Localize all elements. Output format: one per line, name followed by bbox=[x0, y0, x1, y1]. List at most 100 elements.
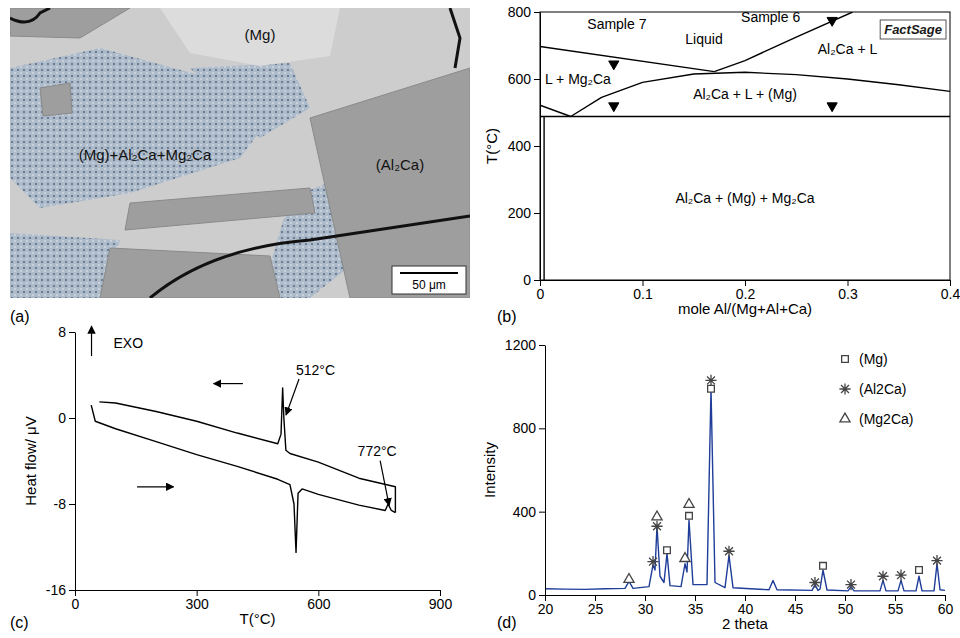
panel: 00.10.20.30.40200400600800mole Al/(Mg+Al… bbox=[483, 4, 960, 317]
tick-label: -16 bbox=[46, 582, 66, 598]
y-axis-line bbox=[75, 333, 76, 591]
data-line bbox=[540, 105, 571, 116]
x-axis-title: 2 theta bbox=[722, 615, 769, 632]
tick-label: 30 bbox=[638, 601, 654, 617]
logo-text: FactSage bbox=[884, 22, 942, 37]
tick-label: 1200 bbox=[505, 337, 536, 353]
data-point bbox=[680, 553, 690, 562]
y-axis: 04008001200 bbox=[505, 337, 546, 603]
data-point bbox=[664, 547, 671, 554]
annotation: L + Mg₂Ca bbox=[545, 71, 611, 87]
y-axis: 0 200 400 600 800 bbox=[508, 4, 541, 288]
panel: 0300600900-16-808T(°C)Heat flow/ μVEXO51… bbox=[22, 324, 453, 627]
data-line bbox=[99, 388, 395, 513]
tick: 50 bbox=[838, 595, 854, 617]
tick-mark bbox=[539, 428, 545, 429]
tick-mark bbox=[539, 595, 545, 596]
tick: 800 bbox=[513, 420, 545, 436]
tick: 0.2 bbox=[736, 280, 756, 302]
legend-marker bbox=[840, 413, 850, 422]
data-point bbox=[624, 573, 634, 582]
data-point bbox=[705, 375, 716, 386]
y-axis-title: Heat flow/ μV bbox=[22, 416, 39, 506]
tick: 55 bbox=[888, 595, 904, 617]
direction-arrow bbox=[137, 486, 174, 487]
tick: 25 bbox=[588, 595, 604, 617]
phase-label: (Mg) bbox=[245, 26, 276, 43]
tick-label: 8 bbox=[58, 324, 66, 340]
plot-area bbox=[540, 12, 950, 280]
tick: 600 bbox=[508, 71, 540, 87]
data-line bbox=[545, 389, 945, 591]
data-point bbox=[820, 562, 827, 569]
eutectic-region bbox=[190, 63, 310, 138]
data-point bbox=[877, 571, 888, 582]
data-point bbox=[609, 61, 619, 70]
tick: 8 bbox=[58, 324, 75, 340]
tick: 600 bbox=[307, 590, 331, 612]
y-axis: -16-808 bbox=[46, 324, 76, 598]
annotation: Sample 6 bbox=[741, 9, 800, 25]
data-point bbox=[809, 577, 820, 588]
tick-label: 800 bbox=[513, 420, 537, 436]
tick-label: 900 bbox=[429, 596, 453, 612]
annotation: Liquid bbox=[685, 31, 722, 47]
mg-grain bbox=[160, 8, 340, 66]
al2ca-plate bbox=[310, 68, 470, 298]
y-axis-title: T(°C) bbox=[483, 128, 500, 164]
tick-label: 600 bbox=[307, 596, 331, 612]
tick-label: 45 bbox=[788, 601, 804, 617]
tick-label: 400 bbox=[508, 138, 532, 154]
x-axis-title: T(°C) bbox=[240, 610, 276, 627]
tick: 400 bbox=[508, 138, 540, 154]
data-point bbox=[652, 511, 662, 520]
tick: 0.3 bbox=[838, 280, 858, 302]
tick-label: 200 bbox=[508, 205, 532, 221]
data-point bbox=[708, 385, 715, 392]
tick: 40 bbox=[738, 595, 754, 617]
logo: FactSage bbox=[880, 20, 946, 39]
tick: 200 bbox=[508, 205, 540, 221]
tick-mark bbox=[69, 332, 75, 333]
tick: 20 bbox=[538, 595, 554, 617]
tick-mark bbox=[534, 79, 540, 80]
tick: 0.1 bbox=[633, 280, 653, 302]
tick-label: 600 bbox=[508, 71, 532, 87]
annotation-arrow bbox=[91, 326, 92, 356]
data-point bbox=[723, 546, 734, 557]
tick-label: 35 bbox=[688, 601, 704, 617]
scale-bar-box bbox=[392, 266, 466, 294]
crack bbox=[450, 8, 460, 68]
data-point bbox=[827, 17, 837, 26]
phase-label: (Al₂Ca) bbox=[376, 156, 424, 173]
tick-mark bbox=[534, 213, 540, 214]
y-axis-title: Intensity bbox=[481, 442, 498, 498]
tick-label: 20 bbox=[538, 601, 554, 617]
data-point bbox=[827, 103, 837, 112]
tick-label: 0.3 bbox=[838, 286, 858, 302]
tick: 0 bbox=[537, 280, 545, 302]
data-line bbox=[540, 116, 950, 117]
tick-mark bbox=[539, 345, 545, 346]
tick-label: 0 bbox=[523, 272, 531, 288]
tick: -16 bbox=[46, 582, 75, 598]
data-point bbox=[684, 498, 694, 507]
tick: 800 bbox=[508, 4, 540, 20]
data-point bbox=[895, 570, 906, 581]
tick-mark bbox=[534, 146, 540, 147]
panel-label: (d) bbox=[497, 614, 517, 631]
annotation: EXO bbox=[114, 335, 144, 351]
annotation: 772°C bbox=[358, 443, 397, 459]
x-axis: 00.10.20.30.4 bbox=[537, 280, 960, 302]
tick-label: 0 bbox=[72, 596, 80, 612]
data-point bbox=[686, 512, 693, 519]
tick-mark bbox=[539, 512, 545, 513]
panel-label: (a) bbox=[10, 308, 30, 325]
legend-marker bbox=[839, 383, 850, 394]
al2ca-plate bbox=[125, 188, 315, 230]
data-point bbox=[916, 567, 923, 574]
tick: 1200 bbox=[505, 337, 545, 353]
data-line bbox=[91, 405, 395, 552]
legend-label: (Al2Ca) bbox=[859, 381, 906, 397]
tick-mark bbox=[69, 504, 75, 505]
